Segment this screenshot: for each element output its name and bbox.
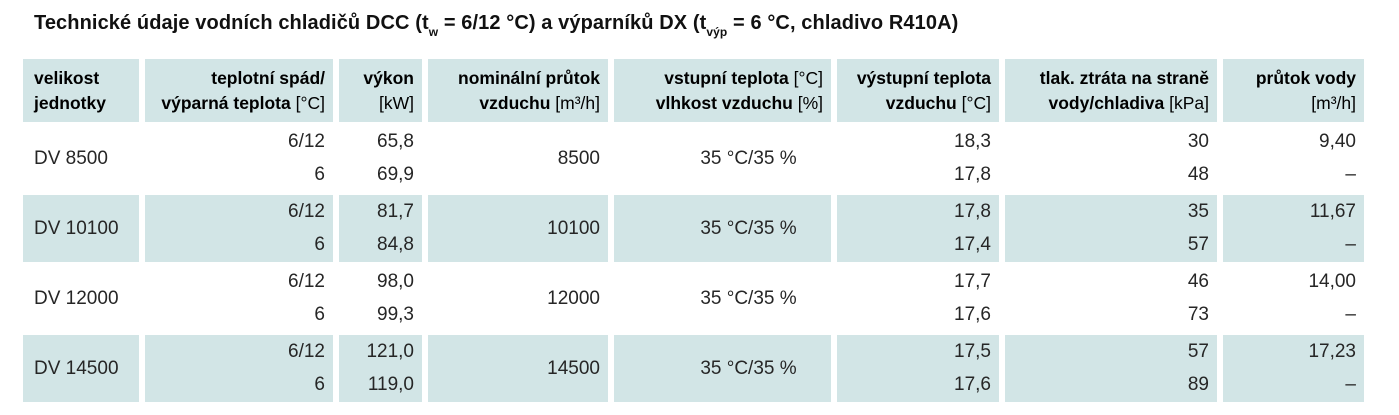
cell-pressure-drop: 35 57 (1005, 195, 1217, 262)
column-header-outlet-air-temp: výstupní teplota vzduchu [°C] (837, 59, 999, 122)
column-header-inlet-temp-humidity: vstupní teplota [°C] vlhkost vzduchu [%] (614, 59, 831, 122)
title-text-1: Technické údaje vodních chladičů DCC (t (34, 12, 429, 34)
cell-water-flow: 11,67– (1223, 195, 1364, 262)
cell-power: 65,8 69,9 (377, 130, 414, 186)
cell-temp-gradient: 6/12 6 (288, 270, 325, 326)
cell-outlet-air-temp: 17,5 17,6 (837, 335, 999, 402)
cell-inlet-conditions: 35 °C/35 % (700, 147, 797, 169)
cell-inlet-conditions: 35 °C/35 % (614, 195, 831, 262)
cell-unit-size: DV 14500 (23, 335, 139, 402)
cell-unit-size: DV 8500 (34, 147, 108, 169)
cell-unit-size: DV 10100 (23, 195, 139, 262)
cell-temp-gradient: 6/12 6 (288, 130, 325, 186)
column-header-nominal-airflow: nominální průtok vzduchu [m³/h] (428, 59, 608, 122)
cell-pressure-drop: 57 89 (1005, 335, 1217, 402)
cell-pressure-drop: 46 73 (1187, 270, 1209, 326)
cell-temp-gradient: 6/12 6 (145, 335, 333, 402)
cell-water-flow: 14,00– (1308, 270, 1356, 326)
cell-nominal-airflow: 12000 (547, 287, 600, 309)
technical-data-table: velikost jednotky teplotní spád/ výparná… (23, 59, 1399, 402)
cell-nominal-airflow: 10100 (428, 195, 608, 262)
cell-power: 98,0 99,3 (377, 270, 414, 326)
cell-outlet-air-temp: 17,8 17,4 (837, 195, 999, 262)
title-text-2: = 6/12 °C) a výparníků DX (t (438, 12, 707, 34)
column-header-water-flow: průtok vody [m³/h] (1223, 59, 1364, 122)
column-header-pressure-drop: tlak. ztráta na straně vody/chladiva [kP… (1005, 59, 1217, 122)
cell-outlet-air-temp: 18,3 17,8 (954, 130, 991, 186)
column-header-power: výkon [kW] (339, 59, 422, 122)
cell-power: 121,0 119,0 (339, 335, 422, 402)
cell-inlet-conditions: 35 °C/35 % (700, 287, 797, 309)
cell-water-flow: 9,40– (1319, 130, 1356, 186)
cell-inlet-conditions: 35 °C/35 % (614, 335, 831, 402)
page-title: Technické údaje vodních chladičů DCC (tw… (34, 11, 1399, 42)
subscript-w: w (428, 25, 439, 39)
cell-nominal-airflow: 8500 (557, 147, 600, 169)
cell-unit-size: DV 12000 (34, 287, 119, 309)
cell-nominal-airflow: 14500 (428, 335, 608, 402)
column-header-unit-size: velikost jednotky (23, 59, 139, 122)
cell-outlet-air-temp: 17,7 17,6 (954, 270, 991, 326)
cell-water-flow: 17,23– (1223, 335, 1364, 402)
subscript-vyp: výp (706, 25, 728, 39)
cell-power: 81,7 84,8 (339, 195, 422, 262)
column-header-temp-gradient: teplotní spád/ výparná teplota [°C] (145, 59, 333, 122)
cell-temp-gradient: 6/12 6 (145, 195, 333, 262)
title-text-3: = 6 °C, chladivo R410A) (727, 12, 959, 34)
cell-pressure-drop: 30 48 (1187, 130, 1209, 186)
